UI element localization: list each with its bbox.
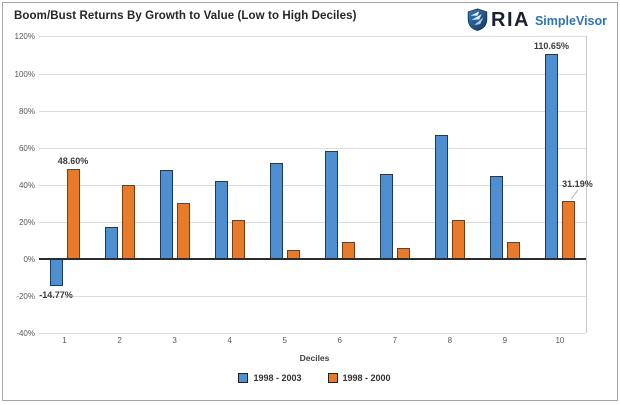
chart-legend: 1998 - 2003 1998 - 2000 <box>41 373 588 383</box>
bar-1998-2000-decile-6 <box>341 242 355 259</box>
y-tick-label--20: -20% <box>16 292 35 302</box>
bar-1998-2000-decile-1 <box>66 168 80 259</box>
y-tick-label-100: 100% <box>14 69 35 79</box>
gridline-40 <box>39 184 586 186</box>
gridline-100 <box>39 73 586 75</box>
legend-label-1998-2000: 1998 - 2000 <box>342 373 391 383</box>
bar-1998-2000-decile-4 <box>231 220 245 259</box>
bar-1998-2003-decile-3 <box>159 169 173 259</box>
bar-1998-2003-decile-4 <box>214 181 228 259</box>
legend-swatch-blue <box>238 373 249 383</box>
value-label--1477: -14.77% <box>39 290 73 301</box>
x-tick-label-2: 2 <box>117 336 122 346</box>
bar-1998-2003-decile-8 <box>434 134 448 259</box>
x-tick-label-3: 3 <box>172 336 177 346</box>
legend-label-1998-2003: 1998 - 2003 <box>253 373 302 383</box>
simplevisor-logo-text: SimpleVisor <box>534 13 607 28</box>
x-tick-label-7: 7 <box>392 336 398 346</box>
bar-1998-2003-decile-7 <box>379 173 393 259</box>
chart-title: Boom/Bust Returns By Growth to Value (Lo… <box>14 10 357 22</box>
bar-1998-2000-decile-3 <box>176 203 190 259</box>
bar-1998-2000-decile-9 <box>506 242 520 259</box>
bar-chart-plot: 120% 100% 80% 60% 40% 20% 0% -20% -40% 1 2 3 4 5 6 7 8 9 1… <box>3 3 617 400</box>
y-tick-label-120: 120% <box>14 32 35 42</box>
gridline-60 <box>39 147 586 149</box>
bar-1998-2003-decile-6 <box>324 151 338 259</box>
gridline-80 <box>39 110 586 112</box>
annotation-leader-line <box>571 189 579 200</box>
gridline--20 <box>39 296 586 298</box>
brand-logo: RIA SimpleVisor <box>467 8 607 31</box>
bar-1998-2003-decile-9 <box>489 175 503 259</box>
y-tick-label-20: 20% <box>18 217 35 227</box>
x-tick-label-4: 4 <box>227 336 232 346</box>
x-tick-label-5: 5 <box>282 336 287 346</box>
plot-right-border <box>586 36 587 334</box>
x-tick-label-8: 8 <box>447 336 453 346</box>
legend-swatch-orange <box>327 373 338 383</box>
bar-1998-2000-decile-2 <box>121 184 135 259</box>
chart-frame: Boom/Bust Returns By Growth to Value (Lo… <box>2 2 618 401</box>
gridline--40 <box>39 333 586 335</box>
bar-1998-2003-decile-1 <box>49 259 63 287</box>
gridline-120 <box>39 36 586 38</box>
y-tick-label--40: -40% <box>16 329 35 339</box>
bar-1998-2003-decile-5 <box>269 162 283 259</box>
bar-1998-2003-decile-2 <box>104 227 118 259</box>
legend-item-1998-2003: 1998 - 2003 <box>238 373 302 383</box>
gridline-20 <box>39 221 586 223</box>
x-tick-label-1: 1 <box>62 336 67 346</box>
bar-1998-2003-decile-10 <box>544 53 558 259</box>
x-tick-label-9: 9 <box>502 336 508 346</box>
y-tick-label-80: 80% <box>18 106 35 116</box>
zero-axis-line <box>39 258 586 260</box>
value-label-3119: 31.19% <box>562 179 593 190</box>
y-tick-label-40: 40% <box>18 180 35 190</box>
y-tick-label-60: 60% <box>18 143 35 153</box>
value-label-4860: 48.60% <box>57 155 89 166</box>
bar-1998-2000-decile-10 <box>561 201 575 259</box>
y-tick-label-0: 0% <box>23 255 35 264</box>
legend-item-1998-2000: 1998 - 2000 <box>327 373 391 383</box>
bar-1998-2000-decile-8 <box>451 220 465 259</box>
ria-logo-text: RIA <box>491 8 530 31</box>
x-tick-label-6: 6 <box>337 336 342 346</box>
x-axis-title: Deciles <box>299 353 330 363</box>
x-tick-label-10: 10 <box>555 336 565 346</box>
ria-shield-icon <box>467 8 488 31</box>
value-label-11065: 110.65% <box>533 40 569 51</box>
